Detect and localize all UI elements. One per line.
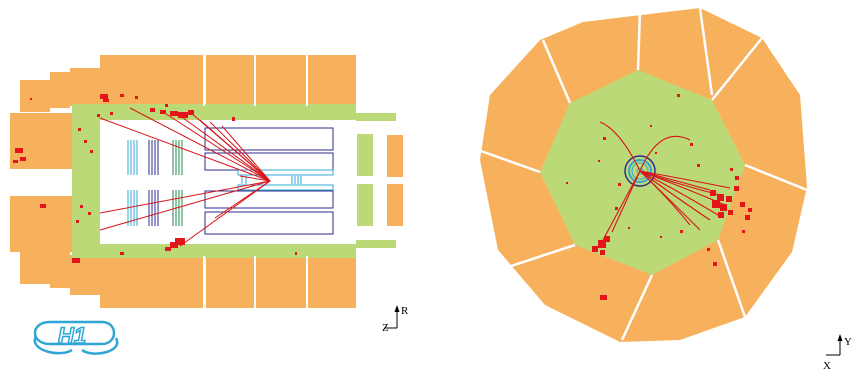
x-axis-label: X	[823, 360, 831, 372]
outer-calorimeter-top	[20, 55, 356, 112]
r-axis-label: R	[401, 305, 409, 317]
side-view-tracks	[99, 107, 271, 247]
z-axis-label: Z	[382, 322, 389, 334]
h1-logo-text: H1	[58, 323, 86, 348]
end-view: Y X	[477, 7, 852, 372]
inner-calorimeter	[72, 104, 396, 258]
side-view: R Z H1	[10, 55, 409, 355]
end-view-energy-deposits	[566, 94, 752, 300]
xy-axis-indicator: Y X	[823, 334, 852, 372]
y-axis-label: Y	[844, 336, 852, 348]
backward-calorimeter	[10, 113, 72, 252]
end-view-tracks	[599, 121, 731, 241]
rz-axis-indicator: R Z	[382, 305, 409, 334]
h1-logo-icon: H1	[33, 320, 119, 355]
side-view-energy-deposits	[13, 94, 297, 263]
outer-calorimeter-bottom	[20, 250, 356, 308]
forward-calorimeter	[387, 135, 403, 226]
